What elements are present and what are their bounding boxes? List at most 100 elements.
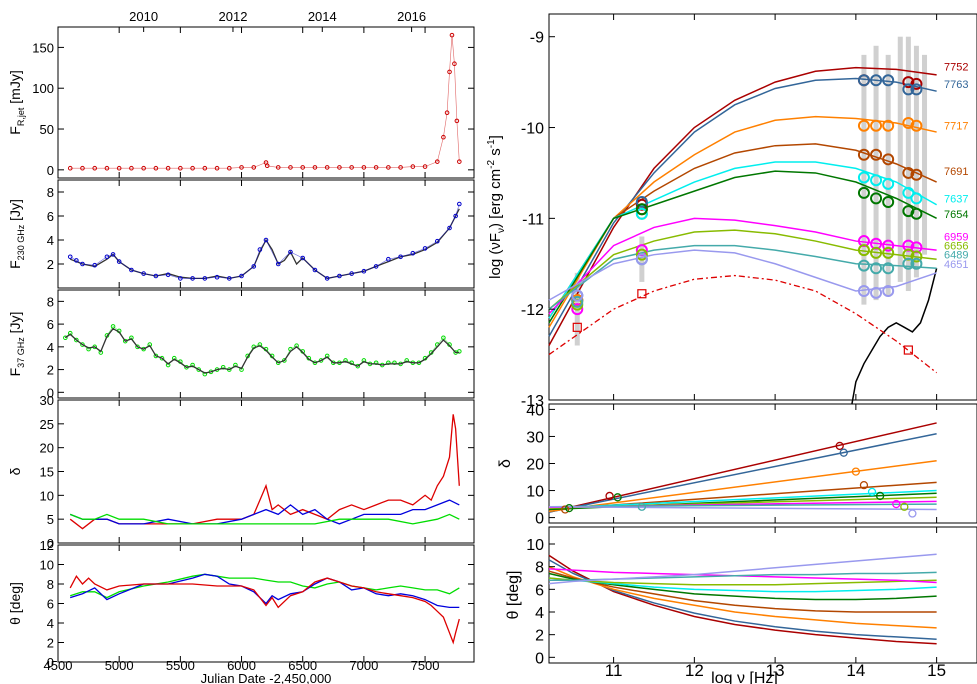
y-tick-label: 0 [535,511,544,528]
epoch-label: 7763 [944,79,968,91]
data-point [392,360,397,366]
gray-data-column [913,45,919,278]
epoch-label: 4651 [944,259,968,271]
sed-curve-7654 [548,170,937,324]
delta-marker [859,480,869,490]
y-tick-label: 8 [47,294,54,309]
data-point [153,165,159,171]
y-tick-label: 0 [47,385,54,400]
delta-marker [613,493,622,502]
sed-marker [857,148,870,161]
data-point [398,165,403,170]
data-point [447,225,452,231]
data-point [337,165,342,170]
series-trace [65,325,460,375]
y-tick-label: 4 [47,340,54,355]
y-tick-label: 10 [40,488,54,503]
data-point [422,246,428,251]
top-year-label: 2016 [397,9,426,24]
y-tick-label: 10 [526,484,544,501]
data-point [196,367,202,372]
x-tick-label: 6500 [288,658,317,673]
data-point [80,165,85,171]
y-tick-label: 20 [526,457,544,474]
y-axis-label: δ [7,467,23,475]
data-point [441,134,446,140]
y-tick-label: 5 [47,512,54,527]
gray-data-column [873,45,879,301]
left-panel-f230: 2 4 6 8 F230 GHz [Jy] [7,179,475,289]
y-tick-label: 2 [47,257,54,272]
data-point [202,165,208,171]
data-point [318,358,324,363]
x-tick-label: 5500 [166,658,195,673]
sed-marker [882,262,895,275]
data-point [92,262,98,268]
y-tick-label: 4 [47,616,54,631]
delta-marker [565,503,574,513]
sed-marker [902,76,915,89]
data-point [275,261,281,267]
y-tick-label: 12 [40,538,54,553]
y-tick-label: -13 [521,393,544,410]
host-galaxy-line [851,268,938,405]
series-line [69,499,460,525]
y-axis-label: FR,jet [mJy] [7,70,26,134]
data-point [80,342,85,347]
data-point [288,165,293,170]
y-axis-label: θ [deg] [7,582,23,625]
x-tick-label: 5000 [105,658,134,673]
panel-frame [57,26,475,179]
y-tick-label: 4 [535,605,544,622]
theta-line [548,570,937,613]
data-point [324,165,330,170]
data-point [226,165,232,171]
delta-marker [908,509,917,518]
data-point [457,201,462,207]
data-point [263,237,269,243]
left-panel-fjet: 0 50 100 150 FR,jet [mJy] [7,26,475,179]
epoch-label: 6959 [944,232,968,244]
y-tick-label: 0 [47,163,54,178]
sed-curve-6959 [548,217,937,315]
y-axis-label: θ [deg] [505,571,522,620]
sed-marker [910,192,923,205]
data-point [226,276,232,281]
y-tick-label: 40 [526,402,544,419]
sed-marker [571,303,584,316]
sed-marker [882,153,895,166]
y-tick-label: 30 [40,393,54,408]
data-point [422,164,428,169]
sed-marker [882,246,895,259]
data-point [373,165,379,170]
data-point [165,165,171,171]
y-tick-label: 4 [47,233,54,248]
theta-line [548,577,937,586]
sed-marker [635,196,648,209]
sed-marker [882,239,895,252]
data-point [398,254,403,260]
data-point [410,250,416,256]
sed-marker [857,186,870,199]
data-point [104,165,110,171]
sed-marker [902,166,915,179]
data-point [444,110,450,116]
y-tick-label: 10 [526,537,544,554]
left-panel-delta: 0 5 10 15 20 25 30 δ [7,393,475,551]
y-tick-label: 2 [47,363,54,378]
panel-frame [57,399,475,544]
delta-line [548,489,937,509]
data-point [300,255,306,261]
sed-marker [870,174,883,187]
y-tick-label: 8 [47,185,54,200]
data-point [239,165,244,170]
series-trace [70,203,460,279]
panel-frame [57,179,475,289]
data-point [457,349,462,354]
data-point [129,165,134,171]
data-point [257,247,263,252]
panel-frame [548,13,977,401]
sed-marker [882,196,895,209]
delta-marker [835,441,844,451]
